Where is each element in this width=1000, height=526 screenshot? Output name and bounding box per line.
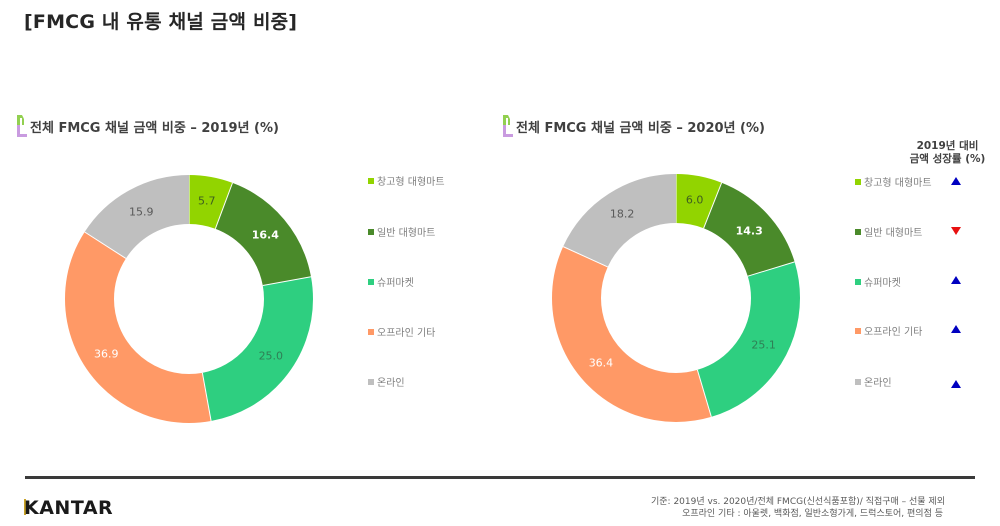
footnote-line2: 오프라인 기타 : 아울렛, 백화점, 일반소형가게, 드럭스토어, 편의점 등 <box>682 509 943 519</box>
segment-value-label: 18.2 <box>609 207 635 221</box>
segment-value-label: 16.4 <box>251 228 279 242</box>
legend-item-warehouse-mart: 창고형 대형마트 <box>855 174 932 189</box>
legend-label: 슈퍼마켓 <box>377 278 414 289</box>
segment-divider <box>84 231 127 259</box>
donut-segment-online <box>65 175 313 423</box>
footnote: 기준: 2019년 vs. 2020년/전체 FMCG(신선식품포함)/ 직접구… <box>651 496 945 520</box>
footer-divider <box>25 476 975 479</box>
donut-svg <box>65 175 313 423</box>
growth-rate-header: 2019년 대비 금액 성장률 (%) <box>895 140 1000 166</box>
triangle-up-icon <box>951 380 961 388</box>
segment-divider <box>214 182 233 229</box>
legend-swatch-icon <box>368 378 374 385</box>
legend-swatch-icon <box>368 228 374 235</box>
legend-item-offline-other: 오프라인 기타 <box>855 323 922 338</box>
legend-swatch-icon <box>368 328 374 335</box>
legend-swatch-icon <box>855 228 861 235</box>
legend-item-online: 온라인 <box>368 374 405 389</box>
legend-swatch-icon <box>368 177 374 184</box>
segment-divider <box>262 276 312 287</box>
legend-item-offline-other: 오프라인 기타 <box>368 324 435 339</box>
logo-text: KANTAR <box>24 497 114 519</box>
donut-chart-2020: 6.0 14.3 25.1 36.4 18.2 <box>551 173 801 423</box>
segment-value-label: 36.9 <box>94 347 119 361</box>
legend-item-supermarket: 슈퍼마켓 <box>368 274 414 289</box>
segment-divider <box>562 246 608 268</box>
legend-swatch-icon <box>855 378 861 385</box>
legend-label: 오프라인 기타 <box>864 327 923 338</box>
segment-divider <box>696 369 712 417</box>
chart-title-2019-text: 전체 FMCG 채널 금액 비중 – 2019년 (%) <box>30 120 279 136</box>
donut-svg <box>552 174 800 422</box>
growth-header-line1: 2019년 대비 <box>916 140 979 152</box>
legend-label: 일반 대형마트 <box>864 228 923 239</box>
growth-header-line2: 금액 성장률 (%) <box>909 153 986 165</box>
triangle-up-icon <box>951 177 961 185</box>
title-bracket-icon <box>503 115 513 137</box>
segment-divider <box>703 182 723 229</box>
legend-item-supermarket: 슈퍼마켓 <box>855 274 901 289</box>
legend-swatch-icon <box>855 178 861 185</box>
legend-item-general-mart: 일반 대형마트 <box>855 224 922 239</box>
donut-chart-2019: 5.7 16.4 25.0 36.9 15.9 <box>64 174 314 424</box>
legend-label: 온라인 <box>864 378 892 389</box>
donut-segment-supermarket <box>65 175 313 423</box>
segment-divider <box>747 261 795 277</box>
legend-label: 슈퍼마켓 <box>864 278 901 289</box>
legend-label: 창고형 대형마트 <box>864 178 932 189</box>
legend-label: 온라인 <box>377 378 405 389</box>
legend-label: 일반 대형마트 <box>377 228 436 239</box>
segment-value-label: 5.7 <box>197 194 216 208</box>
chart-title-2019: 전체 FMCG 채널 금액 비중 – 2019년 (%) <box>17 115 279 137</box>
chart-title-2020: 전체 FMCG 채널 금액 비중 – 2020년 (%) <box>503 115 765 137</box>
segment-value-label: 25.1 <box>751 338 776 352</box>
triangle-up-icon <box>951 325 961 333</box>
legend-item-online: 온라인 <box>855 374 892 389</box>
segment-value-label: 15.9 <box>129 205 154 219</box>
legend-swatch-icon <box>855 327 861 334</box>
legend-swatch-icon <box>368 278 374 285</box>
footnote-line1: 기준: 2019년 vs. 2020년/전체 FMCG(신선식품포함)/ 직접구… <box>651 497 945 507</box>
segment-value-label: 36.4 <box>588 356 614 370</box>
legend-item-general-mart: 일반 대형마트 <box>368 224 435 239</box>
legend-swatch-icon <box>855 278 861 285</box>
donut-segment-online <box>552 174 800 422</box>
legend-label: 오프라인 기타 <box>377 328 436 339</box>
triangle-up-icon <box>951 276 961 284</box>
segment-value-label: 14.3 <box>735 224 763 238</box>
donut-segment-offline-other <box>552 174 800 422</box>
segment-value-label: 6.0 <box>685 193 704 207</box>
segment-value-label: 25.0 <box>258 349 284 363</box>
legend-label: 창고형 대형마트 <box>377 177 445 188</box>
donut-segment-offline-other <box>65 175 313 423</box>
chart-title-2020-text: 전체 FMCG 채널 금액 비중 – 2020년 (%) <box>516 120 765 136</box>
logo-accent-icon <box>24 499 26 515</box>
donut-segment-supermarket <box>552 174 800 422</box>
page-title: [FMCG 내 유통 채널 금액 비중] <box>24 11 298 33</box>
kantar-logo: KANTAR <box>24 497 113 519</box>
legend-item-warehouse-mart: 창고형 대형마트 <box>368 173 445 188</box>
triangle-down-icon <box>951 227 961 235</box>
title-bracket-icon <box>17 115 27 137</box>
segment-divider <box>201 372 212 422</box>
